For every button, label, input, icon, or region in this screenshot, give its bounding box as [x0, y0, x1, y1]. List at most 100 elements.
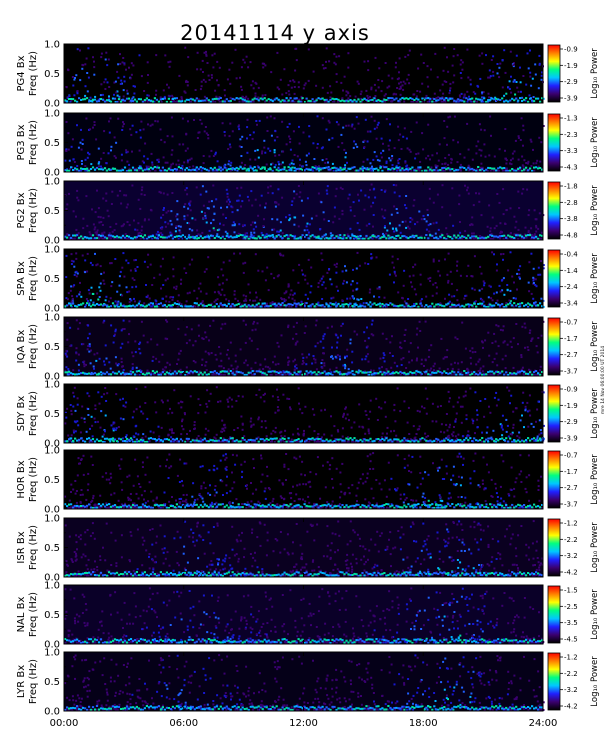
texture-cell — [502, 341, 505, 344]
texture-cell — [66, 298, 69, 301]
texture-cell — [191, 98, 194, 101]
texture-cell — [447, 163, 449, 166]
texture-cell — [183, 168, 186, 171]
texture-cell — [365, 302, 368, 305]
texture-cell — [485, 373, 488, 376]
texture-cell — [321, 305, 324, 308]
texture-cell — [355, 169, 358, 172]
texture-cell — [532, 267, 535, 270]
texture-cell — [404, 204, 406, 207]
texture-cell — [345, 151, 347, 154]
texture-cell — [160, 100, 163, 103]
texture-cell — [522, 124, 525, 127]
texture-cell — [109, 117, 112, 120]
texture-cell — [221, 305, 224, 308]
texture-cell — [72, 369, 75, 372]
texture-cell — [311, 303, 314, 306]
texture-cell — [111, 190, 114, 193]
texture-cell — [169, 373, 172, 376]
texture-cell — [442, 357, 445, 360]
texture-cell — [269, 302, 272, 305]
texture-cell — [105, 51, 108, 54]
texture-cell — [133, 98, 137, 101]
texture-cell — [443, 305, 446, 308]
texture-cell — [231, 97, 234, 100]
texture-cell — [341, 209, 344, 212]
texture-cell — [230, 205, 233, 208]
texture-cell — [123, 373, 127, 376]
texture-cell — [168, 363, 171, 366]
texture-cell — [80, 160, 83, 162]
texture-cell — [245, 95, 248, 98]
texture-cell — [133, 305, 137, 308]
texture-cell — [248, 440, 251, 443]
texture-cell — [151, 302, 154, 305]
texture-cell — [197, 168, 200, 171]
texture-cell — [471, 347, 474, 350]
texture-cell — [295, 367, 298, 370]
texture-cell — [149, 166, 152, 169]
texture-cell — [175, 287, 178, 290]
texture-cell — [493, 253, 495, 256]
texture-cell — [224, 94, 226, 97]
texture-cell — [90, 371, 93, 374]
texture-cell — [105, 304, 109, 307]
texture-cell — [482, 91, 485, 94]
texture-cell — [123, 236, 127, 239]
texture-cell — [78, 236, 81, 239]
texture-cell — [364, 194, 367, 197]
texture-cell — [536, 373, 539, 376]
texture-cell — [347, 372, 350, 375]
texture-cell — [77, 369, 80, 372]
texture-cell — [233, 167, 236, 170]
texture-cell — [205, 50, 207, 53]
texture-cell — [110, 285, 113, 288]
texture-cell — [266, 116, 269, 119]
texture-cell — [417, 370, 420, 373]
texture-cell — [302, 214, 305, 217]
texture-cell — [203, 236, 206, 239]
texture-cell — [467, 148, 470, 151]
texture-cell — [465, 294, 468, 297]
texture-cell — [313, 158, 316, 160]
texture-cell — [471, 216, 474, 219]
texture-cell — [403, 305, 406, 308]
texture-cell — [201, 167, 204, 170]
texture-cell — [336, 341, 339, 344]
texture-cell — [412, 274, 415, 277]
texture-cell — [117, 370, 121, 373]
texture-cell — [271, 100, 274, 102]
texture-cell — [446, 273, 449, 276]
texture-cell — [335, 98, 338, 100]
texture-cell — [139, 237, 142, 240]
texture-cell — [295, 237, 298, 240]
texture-cell — [363, 331, 366, 334]
texture-cell — [123, 75, 126, 78]
texture-cell — [371, 234, 374, 237]
texture-cell — [246, 364, 249, 367]
texture-cell — [361, 358, 364, 361]
texture-cell — [181, 117, 184, 120]
texture-cell — [82, 168, 85, 170]
texture-cell — [375, 304, 378, 306]
texture-cell — [439, 302, 442, 305]
texture-cell — [387, 169, 390, 172]
texture-cell — [214, 353, 217, 356]
texture-cell — [201, 364, 203, 366]
texture-cell — [511, 431, 514, 434]
texture-cell — [109, 168, 113, 171]
texture-cell — [465, 372, 468, 374]
texture-cell — [355, 267, 358, 270]
texture-cell — [511, 433, 513, 436]
texture-cell — [254, 299, 257, 302]
texture-cell — [174, 230, 177, 233]
texture-cell — [88, 169, 91, 172]
texture-cell — [269, 304, 272, 307]
texture-cell — [363, 237, 366, 240]
texture-cell — [221, 288, 224, 291]
texture-cell — [254, 149, 257, 152]
texture-cell — [461, 238, 464, 240]
texture-cell — [493, 304, 496, 307]
texture-cell — [146, 81, 149, 84]
